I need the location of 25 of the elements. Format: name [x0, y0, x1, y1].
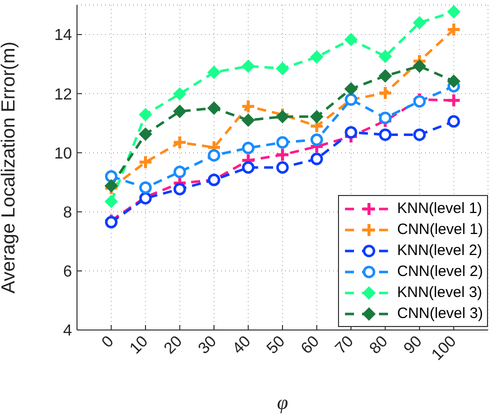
y-tick-label: 10: [54, 145, 72, 162]
x-tick-label: 70: [332, 332, 358, 358]
legend-label: CNN(level 2): [397, 263, 483, 280]
x-axis-title: φ: [276, 392, 288, 414]
x-tick-label: 90: [400, 332, 426, 358]
x-tick-label: 100: [428, 332, 460, 364]
y-axis-title: Average Localization Error(m): [0, 41, 20, 294]
x-tick-label: 0: [98, 332, 118, 352]
y-tick-label: 14: [54, 27, 72, 44]
x-tick-label: 50: [264, 332, 289, 358]
x-tick-label: 10: [126, 332, 152, 358]
y-tick-label: 12: [54, 86, 72, 104]
legend-label: KNN(level 1): [397, 200, 482, 217]
legend-label: CNN(level 1): [397, 221, 483, 238]
legend-label: CNN(level 3): [397, 305, 483, 322]
y-tick-label: 4: [63, 322, 72, 340]
x-tick-label: 80: [366, 332, 392, 358]
y-tick-label: 6: [63, 264, 72, 281]
x-tick-label: 30: [195, 332, 220, 358]
y-tick-label: 8: [63, 204, 72, 222]
x-tick-label: 40: [230, 332, 254, 358]
x-tick-label: 20: [161, 332, 186, 358]
legend-label: KNN(level 2): [397, 242, 482, 259]
x-tick-label: 60: [298, 332, 323, 358]
legend-label: KNN(level 3): [397, 284, 482, 301]
